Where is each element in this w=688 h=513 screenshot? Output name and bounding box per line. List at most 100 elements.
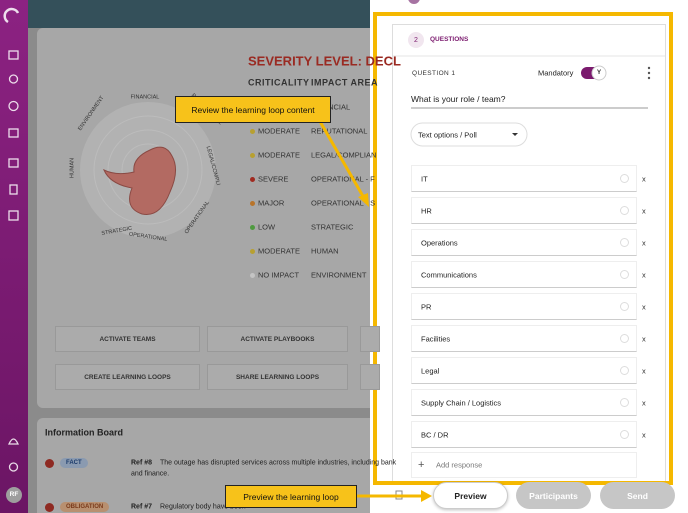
- option-handle: [620, 174, 629, 183]
- remove-option[interactable]: x: [642, 333, 646, 343]
- column-header: CRITICALITY: [248, 77, 310, 88]
- option-field[interactable]: [411, 261, 637, 288]
- avatar-text[interactable]: RF: [9, 491, 19, 498]
- question-label: QUESTION 1: [412, 69, 456, 77]
- option-text[interactable]: Operations: [421, 237, 458, 247]
- option-field[interactable]: [411, 357, 637, 384]
- panel-button[interactable]: Participants: [516, 482, 591, 509]
- panel-button[interactable]: Send: [600, 482, 675, 509]
- option-field[interactable]: [411, 165, 637, 192]
- add-response-field[interactable]: [411, 452, 637, 478]
- callout-arrow: [316, 117, 366, 199]
- answer-type[interactable]: Text options / Poll: [418, 130, 477, 140]
- criticality-dot: [250, 200, 255, 206]
- remove-option[interactable]: x: [642, 301, 646, 311]
- item-text: and finance.: [131, 470, 170, 478]
- avatar[interactable]: [6, 487, 22, 503]
- arrow-head: [358, 193, 369, 207]
- option-text[interactable]: HR: [421, 205, 432, 215]
- option-field[interactable]: [411, 197, 637, 224]
- option-field[interactable]: [411, 389, 637, 416]
- logo: [3, 7, 20, 24]
- arrow-head: [421, 490, 432, 502]
- panel-button[interactable]: Preview: [433, 482, 508, 509]
- remove-option[interactable]: x: [642, 397, 646, 407]
- criticality: MODERATE: [258, 126, 300, 136]
- option-text[interactable]: BC / DR: [421, 429, 449, 439]
- remove-option[interactable]: x: [642, 269, 646, 279]
- criticality-dot: [250, 176, 255, 182]
- option-field[interactable]: [411, 229, 637, 256]
- item-dot: [45, 459, 54, 468]
- section-badge: 2: [408, 32, 424, 48]
- impact-area: STRATEGIC: [311, 222, 354, 232]
- radar-label: FINANCIAL: [130, 94, 160, 101]
- criticality: MODERATE: [258, 150, 300, 160]
- action-button[interactable]: SHARE LEARNING LOOPS: [207, 364, 348, 390]
- item-dot: [45, 503, 54, 512]
- criticality-dot: [250, 152, 255, 158]
- answer-type-dropdown[interactable]: [410, 122, 528, 147]
- callout: Preview the learning loop: [225, 485, 357, 508]
- impact-area: OPERATIONAL - F: [311, 174, 375, 184]
- item-ref: Ref #8: [131, 459, 153, 467]
- option-handle: [620, 366, 629, 375]
- nav-icon[interactable]: [8, 210, 19, 221]
- nav-icon[interactable]: [8, 100, 19, 112]
- question-text[interactable]: What is your role / team?: [411, 93, 506, 104]
- option-text[interactable]: IT: [421, 173, 428, 183]
- option-handle: [620, 334, 629, 343]
- action-button[interactable]: [360, 326, 380, 352]
- radar-shape: [103, 146, 176, 216]
- action-button[interactable]: ACTIVATE PLAYBOOKS: [207, 326, 348, 352]
- criticality: LOW: [258, 222, 276, 232]
- remove-option[interactable]: x: [642, 205, 646, 215]
- option-text[interactable]: Legal: [421, 365, 440, 375]
- item-ref: Ref #7: [131, 503, 153, 511]
- toggle-label[interactable]: Y: [596, 69, 602, 76]
- criticality: NO IMPACT: [258, 270, 300, 280]
- option-text[interactable]: Supply Chain / Logistics: [421, 397, 502, 407]
- option-handle: [620, 430, 629, 439]
- list-avatar: [408, 0, 420, 4]
- option-field[interactable]: [411, 293, 637, 320]
- option-text[interactable]: PR: [421, 301, 432, 311]
- sidebar: [0, 0, 28, 513]
- nav-icon[interactable]: [8, 128, 19, 138]
- action-button[interactable]: CREATE LEARNING LOOPS: [55, 364, 200, 390]
- option-field[interactable]: [411, 421, 637, 448]
- severity-title: SEVERITY LEVEL: DECL: [248, 53, 401, 69]
- option-field[interactable]: [411, 325, 637, 352]
- remove-option[interactable]: x: [642, 365, 646, 375]
- remove-option[interactable]: x: [642, 429, 646, 439]
- criticality-dot: [250, 224, 255, 230]
- add-icon: +: [418, 459, 425, 471]
- option-handle: [620, 238, 629, 247]
- impact-area: OPERATIONAL - S: [311, 198, 376, 208]
- toggle-knob[interactable]: [591, 65, 607, 81]
- item-text: The outage has disrupted services across…: [160, 459, 397, 467]
- nav-icon[interactable]: [8, 158, 19, 168]
- impact-area: HUMAN: [311, 246, 339, 256]
- remove-option[interactable]: x: [642, 237, 646, 247]
- radar-ring: [93, 115, 203, 225]
- nav-icon[interactable]: [8, 50, 19, 60]
- option-text[interactable]: Communications: [421, 269, 477, 279]
- nav-icon[interactable]: [9, 184, 18, 195]
- map-strip: [28, 0, 370, 28]
- criticality-dot: [250, 128, 255, 134]
- mandatory-label: Mandatory: [538, 68, 574, 78]
- remove-option[interactable]: x: [642, 173, 646, 183]
- option-text[interactable]: Facilities: [421, 333, 451, 343]
- info-board-title: Information Board: [45, 427, 123, 438]
- nav-icon[interactable]: [8, 74, 19, 84]
- action-button[interactable]: [360, 364, 380, 390]
- option-handle: [620, 206, 629, 215]
- criticality: SEVERE: [258, 174, 289, 184]
- action-button[interactable]: ACTIVATE TEAMS: [55, 326, 200, 352]
- add-response[interactable]: Add response: [436, 460, 483, 470]
- bell-icon[interactable]: [7, 438, 20, 445]
- criticality-dot: [250, 272, 255, 278]
- settings-icon[interactable]: [8, 462, 19, 472]
- column-header: IMPACT AREA: [311, 77, 378, 88]
